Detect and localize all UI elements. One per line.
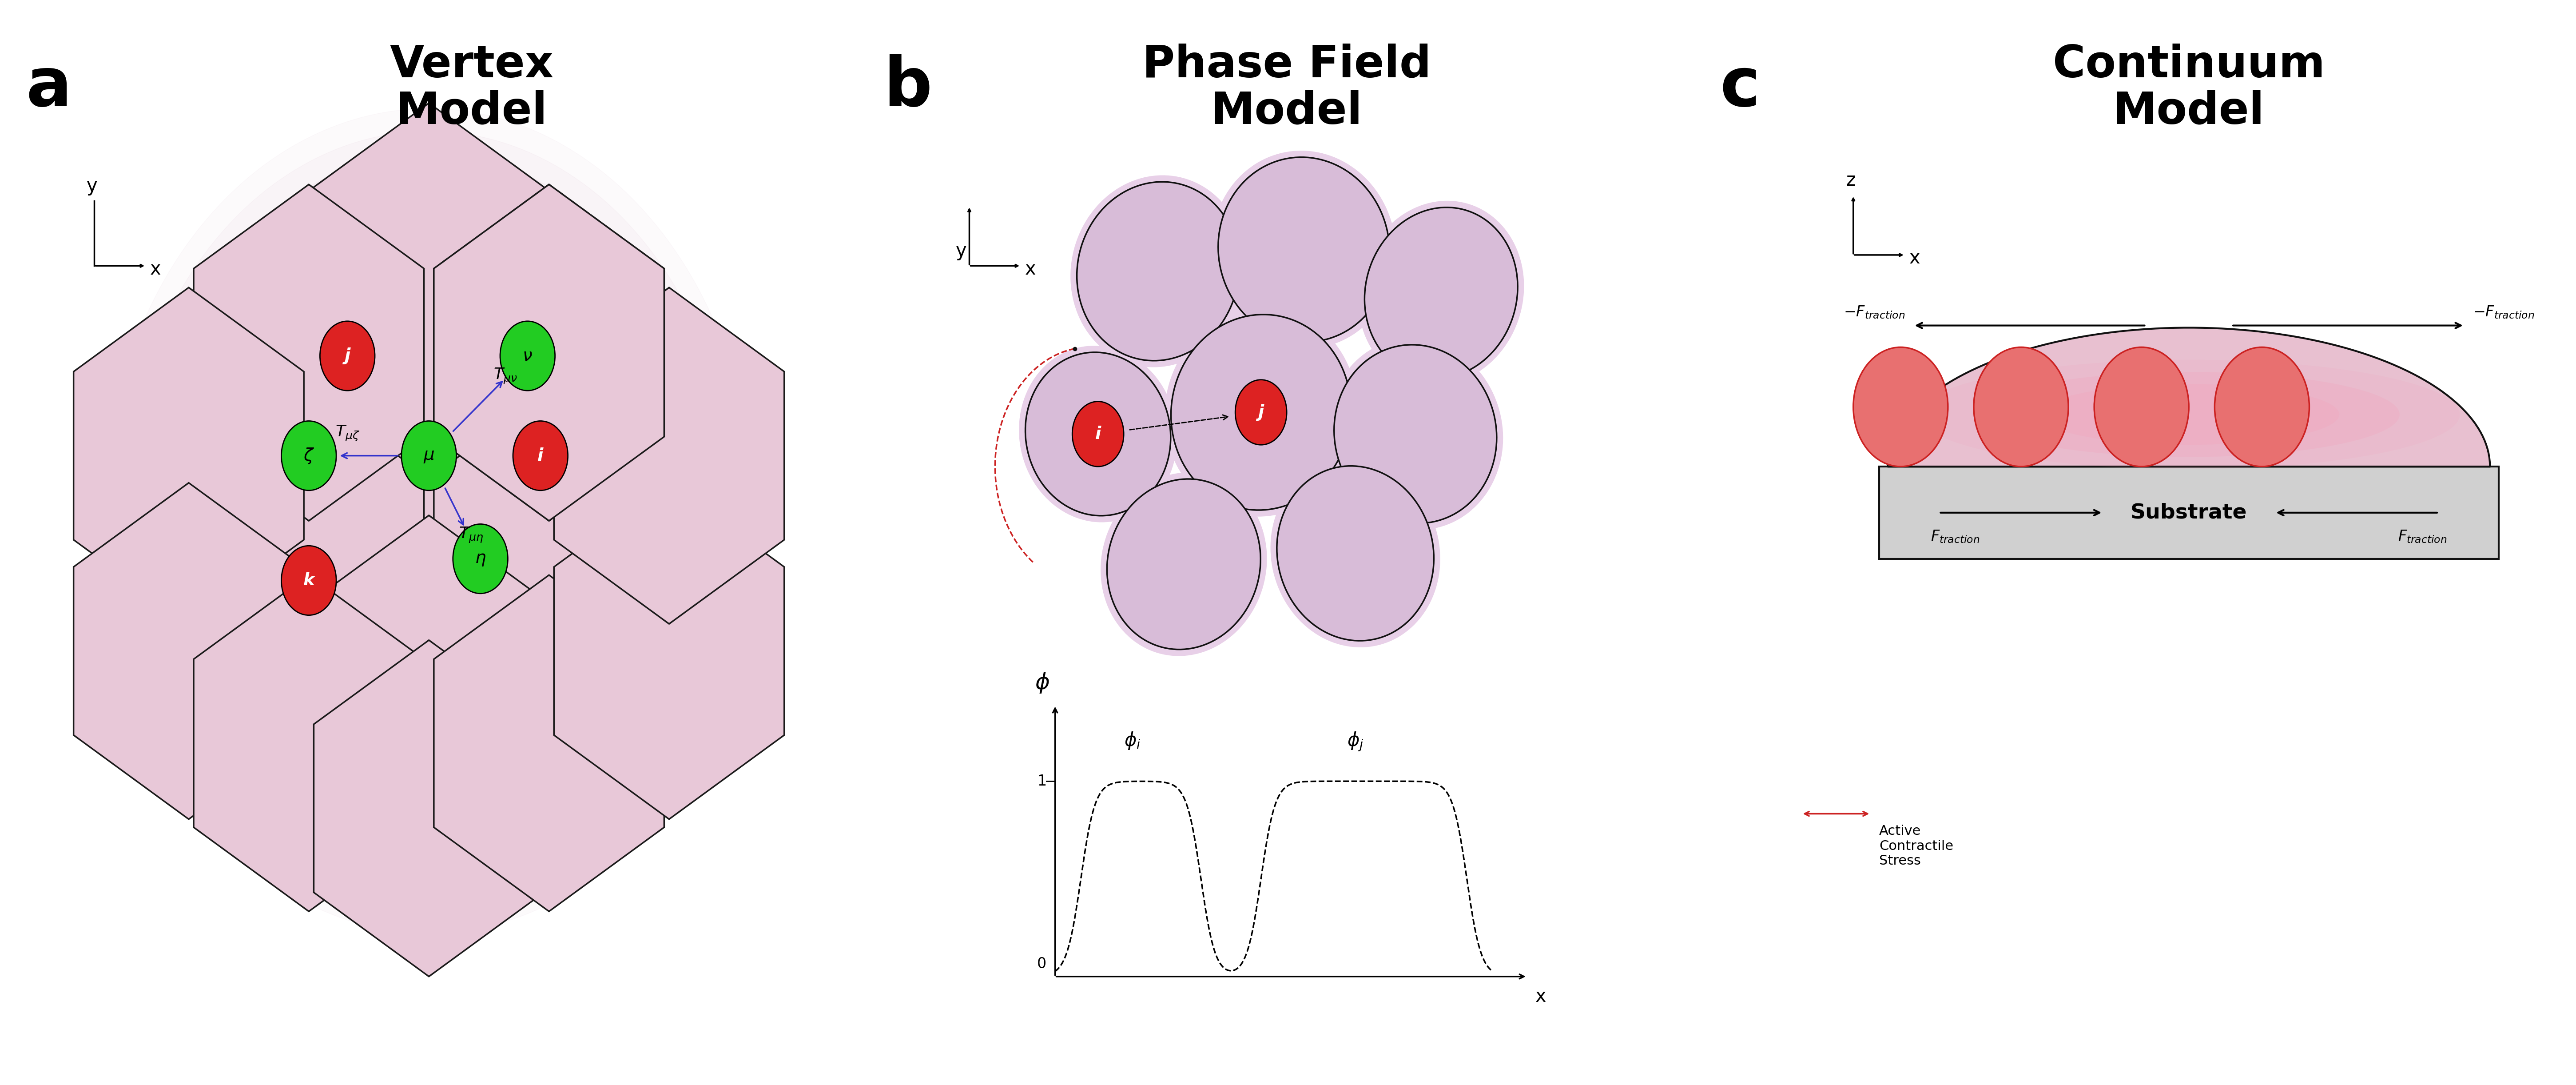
Circle shape xyxy=(1973,347,2069,467)
Ellipse shape xyxy=(1172,315,1350,510)
Text: $\zeta$: $\zeta$ xyxy=(304,446,314,465)
Text: Vertex
Model: Vertex Model xyxy=(389,43,554,133)
Text: y: y xyxy=(956,242,966,260)
Text: c: c xyxy=(1721,54,1759,120)
Text: a: a xyxy=(26,54,72,120)
Text: $\phi$: $\phi$ xyxy=(1036,672,1048,694)
Polygon shape xyxy=(314,288,544,624)
Ellipse shape xyxy=(1072,176,1247,367)
Text: i: i xyxy=(538,447,544,464)
Polygon shape xyxy=(433,391,665,727)
Circle shape xyxy=(211,244,647,797)
Ellipse shape xyxy=(1270,459,1440,648)
Text: $F_{traction}$: $F_{traction}$ xyxy=(1932,528,1981,545)
Polygon shape xyxy=(554,483,783,819)
Text: Continuum
Model: Continuum Model xyxy=(2053,43,2326,133)
Circle shape xyxy=(265,312,592,729)
Polygon shape xyxy=(193,575,425,911)
Text: x: x xyxy=(1909,248,1919,268)
Circle shape xyxy=(175,200,683,842)
Text: Substrate: Substrate xyxy=(2130,502,2246,523)
Ellipse shape xyxy=(1917,360,2460,469)
Circle shape xyxy=(402,421,456,490)
Circle shape xyxy=(2094,347,2190,467)
Circle shape xyxy=(157,177,701,865)
Circle shape xyxy=(513,421,567,490)
Text: $T_{\mu\zeta}$: $T_{\mu\zeta}$ xyxy=(335,424,361,443)
Ellipse shape xyxy=(1025,353,1170,515)
Text: 0: 0 xyxy=(1038,956,1046,971)
Text: $\mu$: $\mu$ xyxy=(422,447,435,464)
Text: b: b xyxy=(884,54,933,120)
Circle shape xyxy=(500,321,554,391)
Text: j: j xyxy=(345,347,350,365)
Text: z: z xyxy=(1847,171,1855,190)
Ellipse shape xyxy=(2038,384,2339,445)
Polygon shape xyxy=(314,103,544,439)
FancyBboxPatch shape xyxy=(1878,467,2499,559)
Circle shape xyxy=(283,335,574,706)
Polygon shape xyxy=(193,184,425,521)
Text: k: k xyxy=(304,572,314,589)
Text: Active
Contractile
Stress: Active Contractile Stress xyxy=(1878,825,1953,867)
Polygon shape xyxy=(433,184,665,521)
Ellipse shape xyxy=(1211,151,1396,348)
Circle shape xyxy=(121,131,737,910)
Ellipse shape xyxy=(1020,346,1177,522)
Ellipse shape xyxy=(1164,308,1358,516)
Polygon shape xyxy=(314,515,544,852)
Text: $F_{traction}$: $F_{traction}$ xyxy=(2398,528,2447,545)
Ellipse shape xyxy=(1358,201,1525,385)
Circle shape xyxy=(229,267,629,775)
Circle shape xyxy=(247,290,611,752)
Polygon shape xyxy=(433,184,665,521)
Text: 1: 1 xyxy=(1038,774,1046,789)
Text: $\phi_i$: $\phi_i$ xyxy=(1123,730,1141,751)
Circle shape xyxy=(1072,401,1123,467)
Polygon shape xyxy=(433,575,665,911)
Text: $T_{\mu\nu}$: $T_{\mu\nu}$ xyxy=(492,367,518,385)
Polygon shape xyxy=(75,288,304,624)
Text: y: y xyxy=(88,177,98,195)
Text: $\nu$: $\nu$ xyxy=(523,347,533,365)
Text: x: x xyxy=(149,259,162,279)
Circle shape xyxy=(2215,347,2308,467)
Polygon shape xyxy=(554,288,783,624)
Ellipse shape xyxy=(1077,182,1239,360)
Ellipse shape xyxy=(1334,345,1497,523)
Text: x: x xyxy=(1025,259,1036,279)
Polygon shape xyxy=(1888,328,2491,467)
Text: $\phi_j$: $\phi_j$ xyxy=(1347,730,1363,753)
Ellipse shape xyxy=(1218,157,1388,342)
Circle shape xyxy=(453,524,507,593)
Circle shape xyxy=(139,154,719,888)
Text: j: j xyxy=(1257,404,1265,421)
Circle shape xyxy=(1852,347,1947,467)
Text: Phase Field
Model: Phase Field Model xyxy=(1141,43,1432,133)
Ellipse shape xyxy=(1100,472,1267,656)
Circle shape xyxy=(301,358,556,684)
Circle shape xyxy=(319,321,376,391)
Polygon shape xyxy=(193,391,425,727)
Circle shape xyxy=(281,546,337,615)
Ellipse shape xyxy=(1327,339,1502,529)
Ellipse shape xyxy=(1108,478,1260,650)
Text: $T_{\mu\eta}$: $T_{\mu\eta}$ xyxy=(459,526,484,545)
Ellipse shape xyxy=(1365,207,1517,379)
Text: x: x xyxy=(1535,987,1546,1006)
Text: i: i xyxy=(1095,425,1100,443)
Circle shape xyxy=(1236,380,1288,445)
Circle shape xyxy=(103,108,755,933)
Text: $\eta$: $\eta$ xyxy=(474,550,487,567)
Ellipse shape xyxy=(1278,465,1435,641)
Ellipse shape xyxy=(1978,372,2401,457)
Circle shape xyxy=(193,222,665,819)
Polygon shape xyxy=(314,640,544,976)
Circle shape xyxy=(281,421,337,490)
Polygon shape xyxy=(75,483,304,819)
Text: $-F_{traction}$: $-F_{traction}$ xyxy=(2473,305,2535,320)
Text: $-F_{traction}$: $-F_{traction}$ xyxy=(1844,305,1904,320)
